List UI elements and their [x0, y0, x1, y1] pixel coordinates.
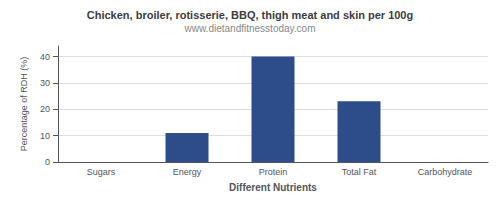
- svg-text:Energy: Energy: [173, 167, 202, 177]
- svg-text:Carbohydrate: Carbohydrate: [418, 167, 473, 177]
- svg-text:www.dietandfitnesstoday.com: www.dietandfitnesstoday.com: [184, 23, 316, 34]
- svg-text:30: 30: [40, 78, 50, 88]
- svg-text:Different Nutrients: Different Nutrients: [229, 182, 317, 193]
- svg-text:10: 10: [40, 131, 50, 141]
- svg-text:20: 20: [40, 104, 50, 114]
- svg-text:Total Fat: Total Fat: [342, 167, 377, 177]
- svg-text:Percentage of RDH (%): Percentage of RDH (%): [19, 57, 29, 152]
- svg-text:0: 0: [45, 157, 50, 167]
- svg-text:40: 40: [40, 52, 50, 62]
- svg-text:Chicken, broiler, rotisserie,: Chicken, broiler, rotisserie, BBQ, thigh…: [87, 9, 413, 21]
- svg-text:Sugars: Sugars: [87, 167, 116, 177]
- svg-text:Protein: Protein: [259, 167, 288, 177]
